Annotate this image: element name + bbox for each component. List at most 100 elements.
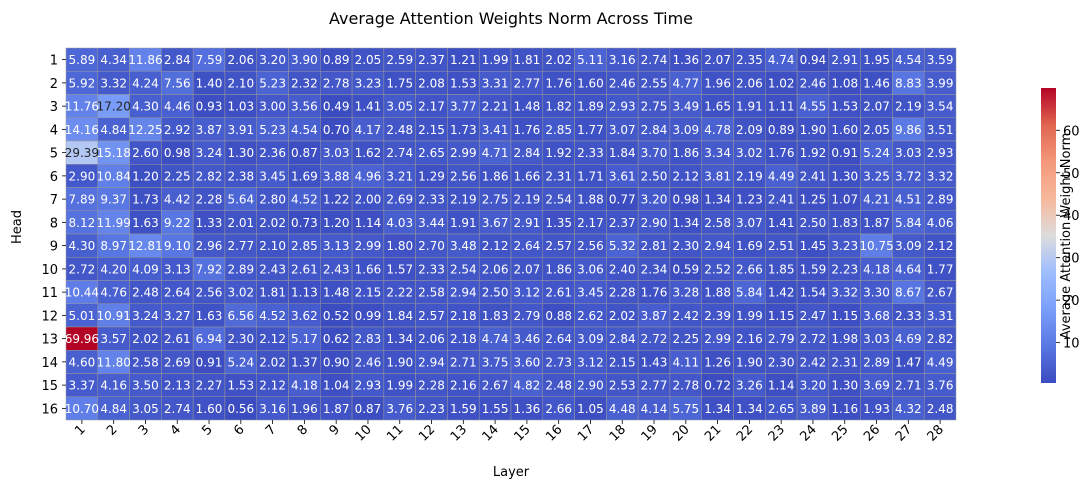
cell-value-label: 1.29 <box>418 169 445 183</box>
cell-value-label: 2.90 <box>577 379 604 393</box>
cell-value-label: 2.02 <box>259 216 286 230</box>
cell-value-label: 2.50 <box>482 286 509 300</box>
cell-value-label: 12.25 <box>128 123 162 137</box>
cell-value-label: 3.05 <box>132 402 159 416</box>
cell-value-label: 1.91 <box>736 100 763 114</box>
cell-value-label: 2.48 <box>132 286 159 300</box>
cell-value-label: 2.50 <box>800 216 827 230</box>
cell-value-label: 1.16 <box>831 402 858 416</box>
cell-value-label: 2.58 <box>704 216 731 230</box>
cell-value-label: 1.43 <box>641 355 668 369</box>
cell-value-label: 1.69 <box>736 239 763 253</box>
colorbar-tick-label: 60 <box>1063 124 1080 139</box>
y-tick-label: 5 <box>50 147 58 162</box>
cell-value-label: 2.42 <box>672 309 699 323</box>
x-tick-label: 25 <box>829 422 851 444</box>
cell-value-label: 2.12 <box>259 332 286 346</box>
cell-value-label: 1.34 <box>704 193 731 207</box>
cell-value-label: 3.23 <box>831 239 858 253</box>
cell-value-label: 1.53 <box>831 100 858 114</box>
cell-value-label: 2.69 <box>386 193 413 207</box>
cell-value-label: 3.88 <box>323 169 350 183</box>
cell-value-label: 2.61 <box>545 286 572 300</box>
x-tick-label: 10 <box>352 422 374 444</box>
cell-value-label: 1.65 <box>704 100 731 114</box>
colorbar-tick-label: 10 <box>1063 337 1080 352</box>
cell-value-label: 2.36 <box>259 146 286 160</box>
cell-value-label: 4.82 <box>514 379 541 393</box>
cell-value-label: 1.34 <box>704 402 731 416</box>
cell-value-label: 4.77 <box>672 76 699 90</box>
cell-value-label: 2.94 <box>418 355 445 369</box>
cell-value-label: 3.32 <box>100 76 127 90</box>
cell-value-label: 0.52 <box>323 309 350 323</box>
cell-value-label: 3.75 <box>482 355 509 369</box>
cell-value-label: 2.02 <box>132 332 159 346</box>
cell-value-label: 3.87 <box>196 123 223 137</box>
x-tick-label: 3 <box>136 422 152 438</box>
cell-value-label: 1.14 <box>768 379 795 393</box>
cell-value-label: 1.57 <box>386 262 413 276</box>
cell-value-label: 10.44 <box>65 286 99 300</box>
cell-value-label: 3.30 <box>863 286 890 300</box>
cell-value-label: 2.12 <box>482 239 509 253</box>
cell-value-label: 2.83 <box>355 332 382 346</box>
y-tick-label: 15 <box>41 379 58 394</box>
cell-value-label: 3.37 <box>69 379 96 393</box>
cell-value-label: 1.83 <box>831 216 858 230</box>
colorbar-tick-label: 50 <box>1063 167 1080 182</box>
cell-value-label: 4.24 <box>132 76 159 90</box>
cell-value-label: 2.10 <box>227 76 254 90</box>
cell-value-label: 2.06 <box>227 53 254 67</box>
cell-value-label: 4.20 <box>100 262 127 276</box>
cell-value-label: 2.19 <box>736 169 763 183</box>
cell-value-label: 9.22 <box>164 216 191 230</box>
cell-value-label: 3.07 <box>736 216 763 230</box>
cell-value-label: 1.03 <box>227 100 254 114</box>
cell-value-label: 1.73 <box>450 123 477 137</box>
y-tick-label: 6 <box>50 170 58 185</box>
x-tick-label: 24 <box>797 422 819 444</box>
cell-value-label: 2.77 <box>227 239 254 253</box>
cell-value-label: 3.72 <box>895 169 922 183</box>
cell-value-label: 0.72 <box>704 379 731 393</box>
x-tick-label: 22 <box>734 422 756 444</box>
cell-value-label: 6.94 <box>196 332 223 346</box>
cell-value-label: 4.18 <box>291 379 318 393</box>
cell-value-label: 11.99 <box>96 216 130 230</box>
cell-value-label: 2.54 <box>450 262 477 276</box>
cell-value-label: 1.30 <box>831 379 858 393</box>
cell-value-label: 1.98 <box>831 332 858 346</box>
cell-value-label: 3.49 <box>672 100 699 114</box>
cell-value-label: 1.48 <box>514 100 541 114</box>
cell-value-label: 2.62 <box>577 309 604 323</box>
cell-value-label: 2.91 <box>831 53 858 67</box>
cell-value-label: 3.99 <box>927 76 954 90</box>
cell-value-label: 1.55 <box>482 402 509 416</box>
cell-value-label: 2.67 <box>927 286 954 300</box>
x-tick-label: 27 <box>893 422 915 444</box>
cell-value-label: 2.72 <box>800 332 827 346</box>
cell-value-label: 2.28 <box>609 286 636 300</box>
cell-value-label: 2.93 <box>927 146 954 160</box>
colorbar-label: Average Attention Weight Norm <box>1059 133 1074 340</box>
cell-value-label: 2.42 <box>800 355 827 369</box>
cell-value-label: 2.46 <box>800 76 827 90</box>
cell-value-label: 1.21 <box>450 53 477 67</box>
cell-value-label: 1.71 <box>577 169 604 183</box>
cell-value-label: 3.23 <box>355 76 382 90</box>
cell-value-label: 1.84 <box>609 146 636 160</box>
cell-value-label: 1.66 <box>355 262 382 276</box>
cell-value-label: 1.62 <box>355 146 382 160</box>
cell-value-label: 2.79 <box>514 309 541 323</box>
cell-value-label: 1.89 <box>577 100 604 114</box>
cell-value-label: 1.99 <box>386 379 413 393</box>
cell-value-label: 2.05 <box>355 53 382 67</box>
cell-value-label: 3.60 <box>514 355 541 369</box>
cell-value-label: 3.70 <box>641 146 668 160</box>
cell-value-label: 3.57 <box>100 332 127 346</box>
y-tick-label: 8 <box>50 216 58 231</box>
cell-value-label: 2.33 <box>577 146 604 160</box>
cell-value-label: 1.48 <box>323 286 350 300</box>
cell-value-label: 10.84 <box>96 169 130 183</box>
